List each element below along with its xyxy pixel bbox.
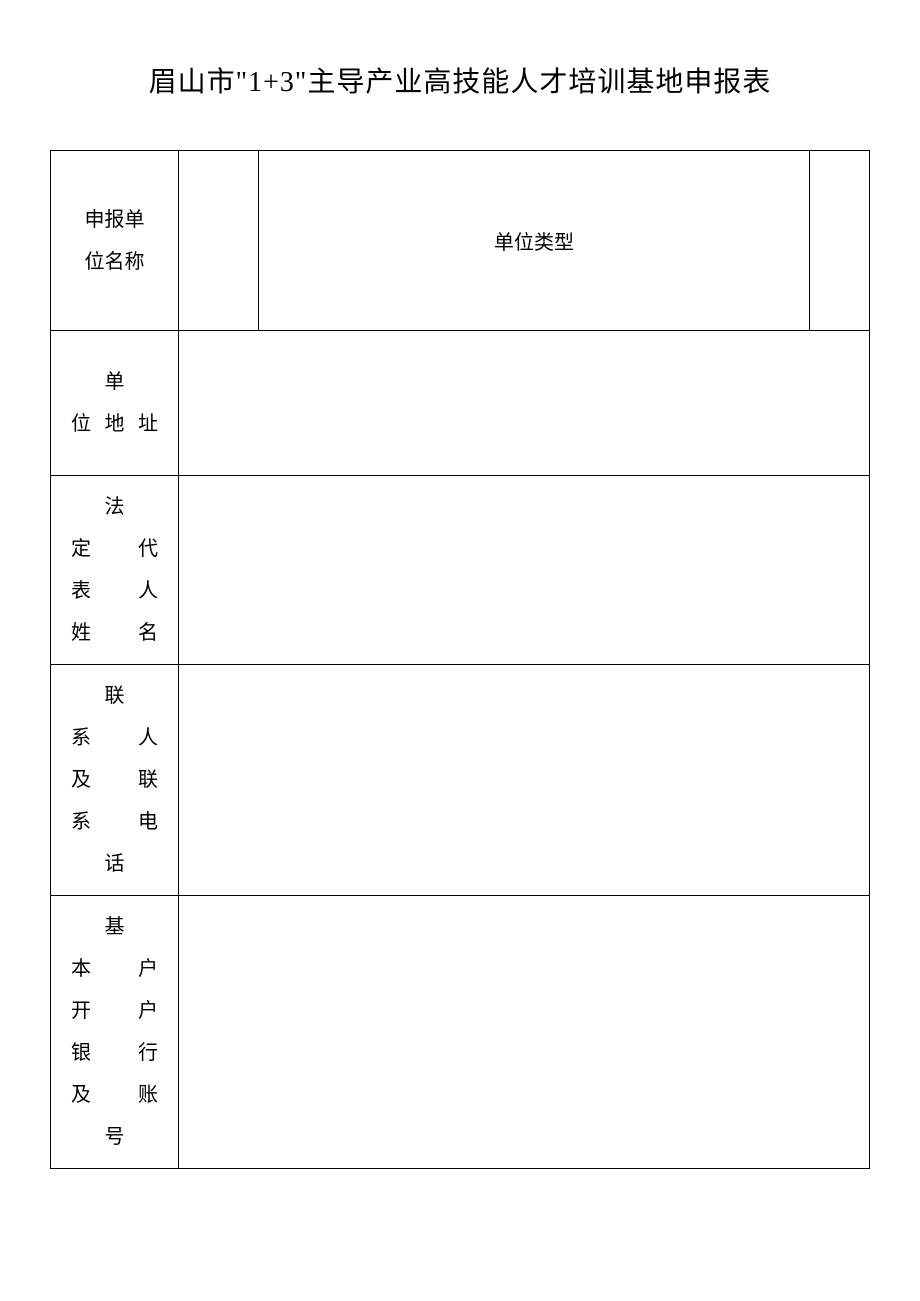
table-row-address: 单 位地址 bbox=[51, 331, 870, 476]
cell-address-value bbox=[179, 331, 870, 476]
label-text: 系电 bbox=[71, 801, 158, 843]
label-text: 银 行 bbox=[71, 1032, 158, 1074]
page-title: 眉山市"1+3"主导产业高技能人才培训基地申报表 bbox=[50, 60, 870, 100]
label-text: 本 户 bbox=[71, 948, 158, 990]
label-text: 姓名 bbox=[71, 612, 158, 654]
table-row-unit-name: 申报单 位名称 单位类型 bbox=[51, 151, 870, 331]
label-text: 号 bbox=[71, 1116, 158, 1158]
cell-unit-name-value bbox=[179, 151, 259, 331]
label-text: 申报单 bbox=[85, 209, 145, 231]
cell-legal-rep-value bbox=[179, 476, 870, 665]
label-text: 位地址 bbox=[71, 403, 158, 445]
label-text: 定 代 bbox=[71, 528, 158, 570]
application-form-table: 申报单 位名称 单位类型 单 位地址 法 定 代 表 人 姓名 bbox=[50, 150, 870, 1169]
label-legal-rep: 法 定 代 表 人 姓名 bbox=[51, 476, 179, 665]
table-row-bank: 基 本 户 开 户 银 行 及账 号 bbox=[51, 896, 870, 1169]
label-text: 及 联 bbox=[71, 759, 158, 801]
table-row-contact: 联 系 人 及 联 系电 话 bbox=[51, 665, 870, 896]
label-address: 单 位地址 bbox=[51, 331, 179, 476]
label-unit-type: 单位类型 bbox=[259, 151, 810, 331]
label-text: 基 bbox=[71, 906, 158, 948]
cell-bank-value bbox=[179, 896, 870, 1169]
label-contact: 联 系 人 及 联 系电 话 bbox=[51, 665, 179, 896]
label-text: 开 户 bbox=[71, 990, 158, 1032]
label-text: 单 bbox=[71, 361, 158, 403]
label-unit-name: 申报单 位名称 bbox=[51, 151, 179, 331]
label-text: 话 bbox=[71, 843, 158, 885]
document-page: 眉山市"1+3"主导产业高技能人才培训基地申报表 申报单 位名称 单位类型 单 … bbox=[0, 0, 920, 1169]
label-text: 系 人 bbox=[71, 717, 158, 759]
cell-contact-value bbox=[179, 665, 870, 896]
label-text: 联 bbox=[71, 675, 158, 717]
cell-unit-type-value bbox=[810, 151, 870, 331]
label-text: 及账 bbox=[71, 1074, 158, 1116]
label-text: 单位类型 bbox=[494, 232, 574, 254]
label-text: 表 人 bbox=[71, 570, 158, 612]
label-text: 位名称 bbox=[85, 251, 145, 273]
label-text: 法 bbox=[71, 486, 158, 528]
label-bank: 基 本 户 开 户 银 行 及账 号 bbox=[51, 896, 179, 1169]
table-row-legal-rep: 法 定 代 表 人 姓名 bbox=[51, 476, 870, 665]
